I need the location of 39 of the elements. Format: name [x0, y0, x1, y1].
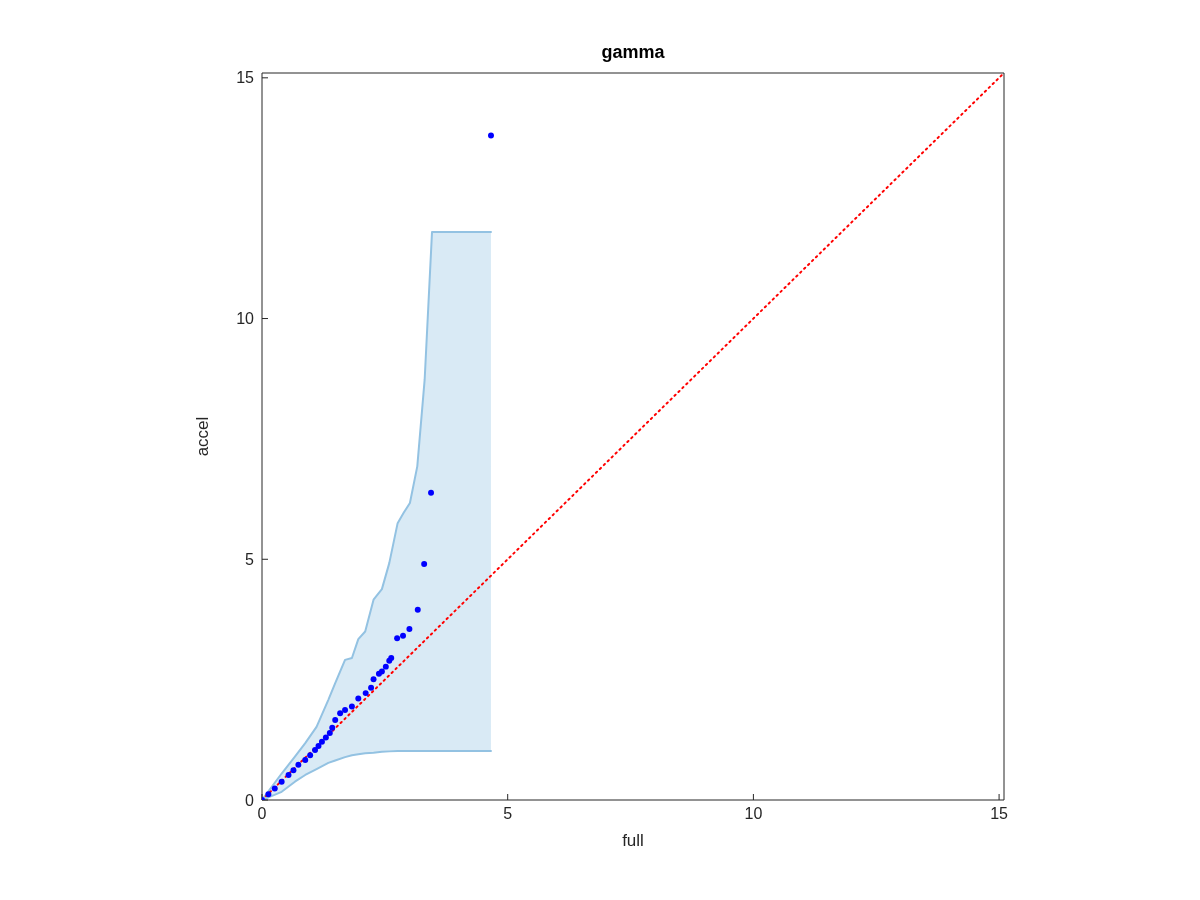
point	[368, 684, 375, 691]
chart-title: gamma	[600, 42, 666, 63]
point	[290, 767, 297, 774]
point	[370, 676, 377, 683]
point	[414, 606, 421, 613]
point	[355, 695, 362, 702]
y-tick-label: 10	[236, 310, 255, 328]
point	[307, 752, 314, 759]
point	[342, 706, 349, 713]
point	[332, 717, 339, 724]
point	[362, 690, 369, 697]
point	[428, 489, 435, 496]
point	[348, 703, 355, 710]
point	[295, 761, 302, 768]
x-tick-label: 0	[257, 805, 267, 823]
point	[326, 730, 333, 737]
point	[406, 626, 413, 633]
point	[337, 710, 344, 717]
y-tick-label: 0	[245, 791, 255, 809]
point	[400, 632, 407, 639]
x-axis-title: full	[622, 831, 644, 850]
point	[265, 791, 272, 798]
point	[329, 724, 336, 731]
point	[302, 757, 309, 764]
point	[271, 785, 278, 792]
point	[488, 132, 494, 139]
point	[278, 778, 285, 785]
x-tick-label: 5	[503, 805, 513, 823]
point	[382, 663, 389, 670]
point	[318, 738, 325, 745]
y-axis-title: accel	[193, 416, 213, 457]
x-tick-label: 15	[990, 805, 1009, 823]
point	[394, 635, 401, 642]
point	[421, 561, 428, 568]
point	[285, 771, 292, 778]
x-tick-label: 10	[744, 805, 763, 823]
point	[322, 734, 329, 741]
y-tick-label: 15	[236, 69, 255, 87]
y-tick-label: 5	[245, 550, 255, 568]
